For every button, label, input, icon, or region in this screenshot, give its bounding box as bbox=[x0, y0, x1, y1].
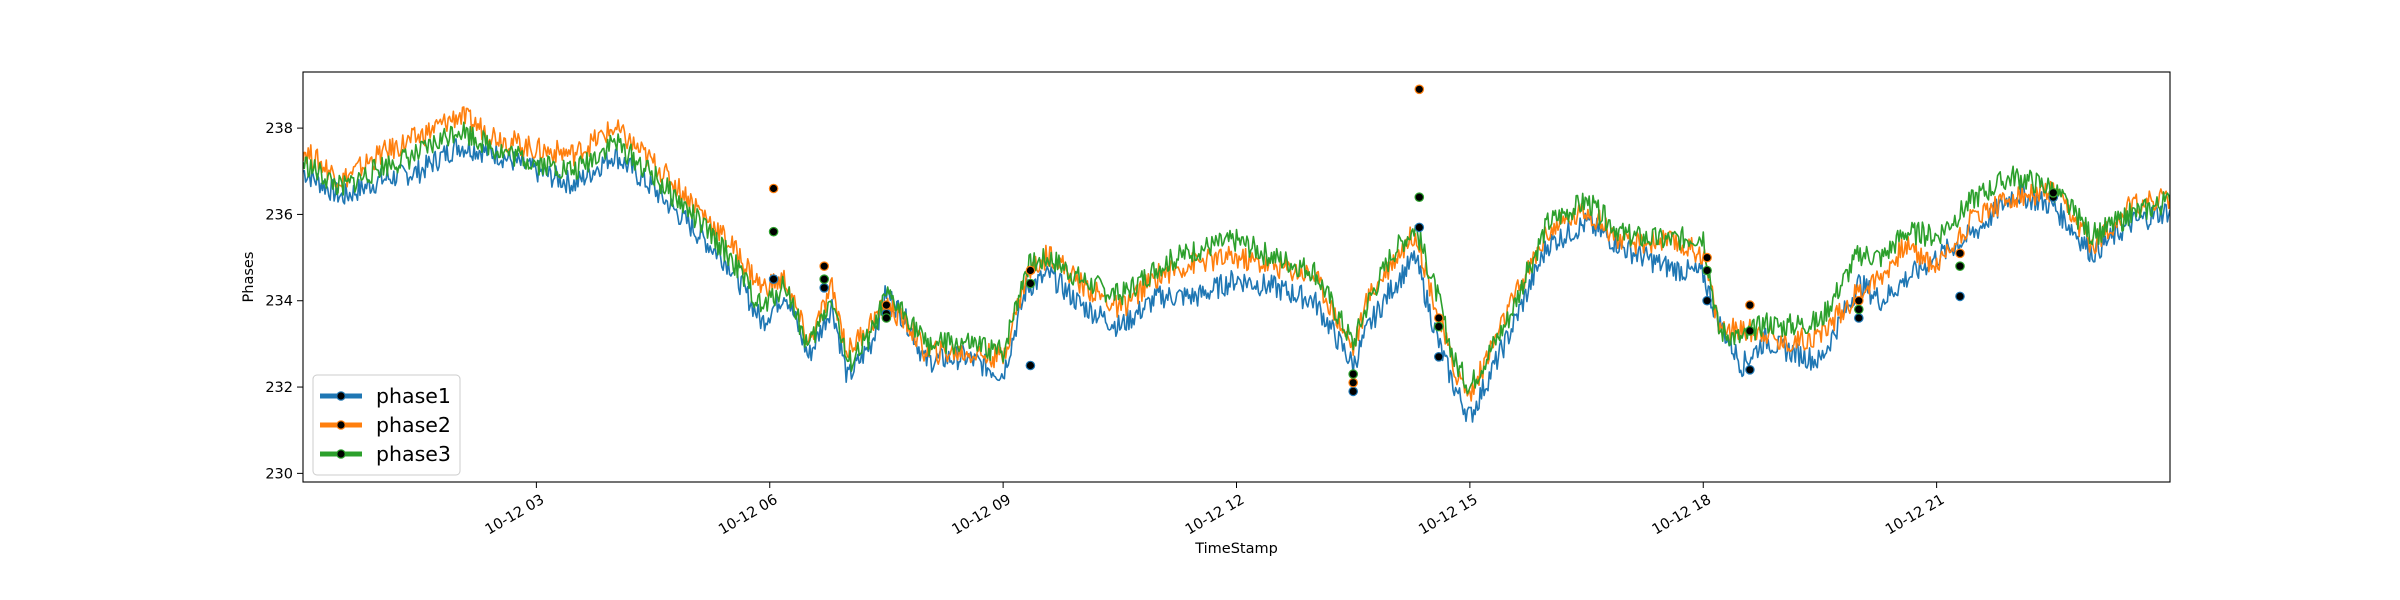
marker-phase1-1 bbox=[819, 282, 829, 293]
marker-phase2-4 bbox=[1348, 377, 1358, 388]
marker-phase1-8 bbox=[1745, 364, 1755, 375]
marker-phase1-10 bbox=[1955, 291, 1965, 302]
marker-phase1-0 bbox=[768, 274, 779, 284]
marker-phase2-0 bbox=[768, 183, 779, 194]
y-tick-label: 234 bbox=[265, 294, 293, 310]
marker-phase3-7 bbox=[1702, 265, 1712, 276]
legend-marker-phase3 bbox=[336, 449, 346, 459]
y-tick-label: 238 bbox=[265, 121, 293, 137]
marker-phase1-7 bbox=[1702, 295, 1712, 306]
legend-label-phase2: phase2 bbox=[376, 413, 451, 437]
marker-phase1-5 bbox=[1414, 222, 1425, 233]
marker-phase2-1 bbox=[819, 261, 829, 271]
legend-marker-phase2 bbox=[336, 420, 346, 430]
marker-phase3-0 bbox=[768, 226, 779, 237]
marker-phase2-7 bbox=[1702, 252, 1712, 263]
marker-phase3-2 bbox=[881, 313, 892, 323]
marker-layer bbox=[768, 84, 2059, 397]
marker-phase3-3 bbox=[1025, 278, 1036, 289]
plot-area bbox=[303, 72, 2170, 482]
y-tick-label: 232 bbox=[265, 380, 293, 396]
marker-phase3-11 bbox=[2048, 188, 2059, 198]
marker-phase3-5 bbox=[1414, 192, 1425, 202]
marker-phase2-3 bbox=[1025, 265, 1036, 276]
marker-phase3-1 bbox=[819, 274, 829, 284]
legend-label-phase1: phase1 bbox=[376, 384, 451, 408]
marker-phase2-2 bbox=[881, 300, 892, 310]
y-tick-label: 230 bbox=[265, 466, 293, 482]
x-axis-label: TimeStamp bbox=[1194, 541, 1278, 557]
marker-phase1-4 bbox=[1348, 386, 1358, 397]
series-line-phase2 bbox=[303, 106, 2170, 402]
marker-phase3-4 bbox=[1348, 369, 1358, 379]
legend-marker-phase1 bbox=[336, 391, 346, 401]
marker-phase1-6 bbox=[1434, 351, 1444, 362]
legend-label-phase3: phase3 bbox=[376, 442, 451, 466]
series-line-phase3 bbox=[303, 121, 2170, 395]
marker-phase2-9 bbox=[1854, 295, 1864, 306]
legend: phase1 phase2 phase3 bbox=[312, 374, 461, 476]
marker-phase2-5 bbox=[1414, 84, 1425, 95]
y-tick-label: 236 bbox=[265, 207, 293, 223]
marker-phase1-3 bbox=[1025, 360, 1036, 371]
marker-phase2-8 bbox=[1745, 300, 1755, 310]
legend-box bbox=[312, 374, 461, 476]
y-axis-label: Phases bbox=[241, 252, 257, 303]
marker-phase2-10 bbox=[1955, 248, 1965, 259]
marker-phase3-8 bbox=[1745, 326, 1755, 336]
marker-phase2-6 bbox=[1434, 313, 1444, 323]
marker-phase3-9 bbox=[1854, 304, 1864, 315]
marker-phase3-10 bbox=[1955, 261, 1965, 271]
marker-phase3-6 bbox=[1434, 321, 1444, 332]
marker-phase1-9 bbox=[1854, 313, 1864, 323]
series-layer bbox=[303, 106, 2170, 423]
y-axis: 230 232 234 236 238 bbox=[265, 121, 303, 482]
series-line-phase1 bbox=[303, 138, 2170, 423]
